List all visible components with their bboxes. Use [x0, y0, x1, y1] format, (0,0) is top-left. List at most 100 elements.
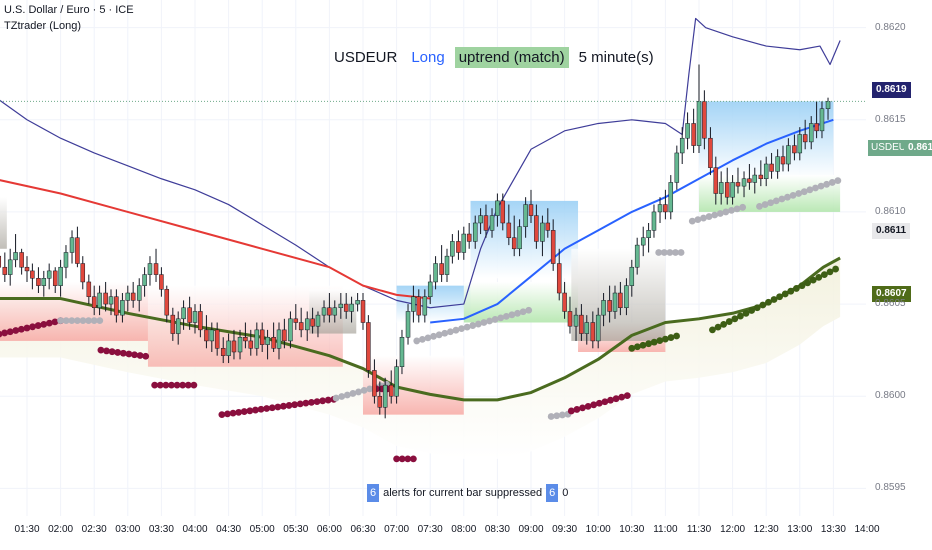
x-tick-label: 13:30: [820, 524, 846, 535]
gray-dot: [666, 249, 674, 256]
maroon-dot: [190, 381, 198, 389]
up-candle: [405, 311, 411, 338]
green-dot: [820, 271, 828, 279]
down-candle: [545, 222, 551, 231]
up-candle: [338, 303, 344, 309]
up-candle: [601, 300, 606, 316]
x-tick-label: 03:30: [148, 524, 174, 535]
down-candle: [36, 278, 41, 286]
up-candle: [136, 285, 142, 301]
up-candle: [573, 314, 579, 327]
direction-label: Long: [411, 48, 445, 66]
down-candle: [372, 370, 377, 397]
x-tick-label: 03:00: [115, 524, 141, 535]
maroon-dot: [131, 351, 138, 359]
up-candle: [741, 178, 747, 187]
down-candle: [2, 266, 8, 275]
green-dot: [787, 287, 795, 295]
maroon-dot: [607, 396, 614, 404]
down-candle: [747, 178, 752, 183]
trend-label: uptrend (match): [454, 46, 569, 68]
down-candle: [170, 314, 176, 334]
down-candle: [153, 263, 159, 275]
maroon-dot: [285, 402, 293, 409]
gray-dot: [660, 249, 668, 256]
green-dot: [748, 307, 756, 314]
maroon-dot: [319, 397, 327, 405]
down-candle: [500, 200, 506, 224]
green-dot: [667, 334, 675, 341]
green-dot: [725, 318, 733, 325]
down-candle: [618, 292, 623, 309]
down-candle: [769, 163, 774, 172]
gray-dot: [62, 317, 70, 325]
green-dot: [759, 301, 767, 309]
x-tick-label: 11:00: [653, 524, 678, 535]
green-dot: [776, 293, 784, 301]
up-candle: [46, 270, 52, 279]
upper-band-line: [0, 17, 841, 309]
up-candle: [427, 281, 433, 297]
gray-dot: [413, 337, 421, 345]
up-candle: [808, 123, 814, 143]
chart-pane[interactable]: [0, 0, 866, 516]
maroon-dot: [12, 327, 20, 334]
up-candle: [461, 233, 467, 253]
maroon-dot: [119, 349, 127, 357]
maroon-dot: [240, 408, 248, 415]
x-tick-label: 04:00: [182, 524, 208, 535]
y-tick-label: 0.8620: [875, 21, 906, 33]
gray-dot: [441, 329, 449, 337]
up-candle: [651, 211, 657, 231]
maroon-dot: [393, 455, 400, 463]
down-candle: [377, 395, 383, 408]
gray-dot: [366, 385, 374, 393]
up-candle: [819, 108, 825, 132]
gray-dot: [547, 413, 555, 420]
maroon-dot: [1, 329, 8, 337]
gray-dot: [68, 317, 76, 325]
gray-dot: [360, 386, 368, 394]
y-tick-label: 0.8595: [875, 482, 906, 494]
down-candle: [691, 123, 696, 146]
down-candle: [52, 270, 58, 286]
up-candle: [394, 366, 399, 397]
down-candle: [198, 311, 203, 331]
up-candle: [786, 145, 791, 165]
down-candle: [293, 318, 299, 323]
alert-count-left: 6: [367, 484, 380, 502]
up-candle: [730, 182, 735, 198]
maroon-dot: [280, 402, 287, 410]
gray-dot: [733, 205, 741, 213]
up-candle: [7, 259, 13, 275]
x-tick-label: 09:30: [552, 524, 578, 535]
y-tick-label: 0.8600: [875, 390, 906, 402]
up-candle: [540, 222, 545, 242]
green-ma-price-tag: 0.8607: [872, 286, 911, 302]
maroon-dot: [151, 381, 159, 389]
maroon-dot: [40, 320, 48, 328]
maroon-dot: [302, 399, 310, 407]
up-candle: [696, 101, 702, 146]
x-tick-label: 13:00: [787, 524, 813, 535]
up-candle: [612, 292, 618, 312]
green-dot: [714, 323, 722, 331]
down-candle: [243, 336, 248, 342]
down-candle: [360, 300, 366, 323]
green-dot: [645, 340, 652, 348]
up-candle: [646, 230, 651, 238]
down-candle: [75, 237, 80, 264]
maroon-dot: [623, 392, 631, 400]
maroon-dot: [173, 381, 181, 389]
down-candle: [663, 204, 668, 213]
up-candle: [63, 252, 69, 268]
green-dot: [781, 290, 789, 298]
up-candle: [120, 300, 125, 316]
gray-dot: [812, 184, 819, 192]
down-candle: [19, 252, 24, 268]
gray-dot: [716, 210, 724, 217]
price-chart[interactable]: [0, 0, 866, 516]
green-dot: [798, 282, 806, 290]
up-candle: [668, 182, 674, 213]
up-candle: [523, 204, 528, 227]
